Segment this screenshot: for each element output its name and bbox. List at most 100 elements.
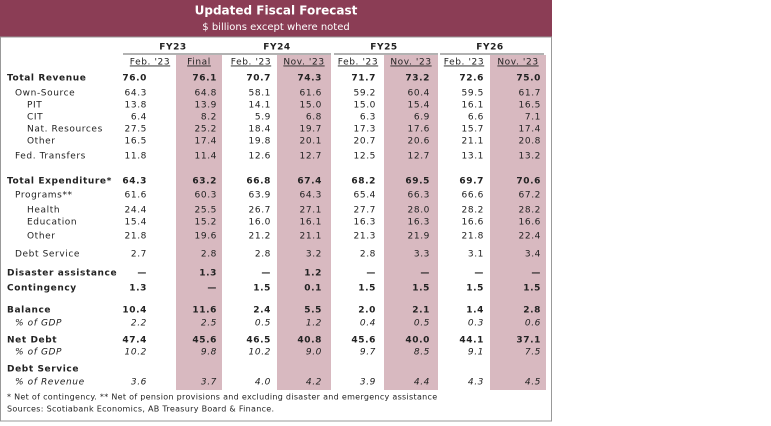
header-bar <box>0 0 552 37</box>
cell: 1.5 <box>523 284 541 294</box>
cell: 4.0 <box>255 378 271 388</box>
cell: 20.7 <box>354 137 376 147</box>
cell: 15.4 <box>408 101 430 111</box>
cell: 0.6 <box>525 319 541 329</box>
cell: 1.2 <box>306 319 322 329</box>
cell: 22.4 <box>519 232 541 242</box>
cell: 26.7 <box>249 206 271 216</box>
cell: 0.1 <box>304 284 322 294</box>
cell: 76.1 <box>192 74 217 84</box>
cell: 11.6 <box>192 306 217 316</box>
row-label: CIT <box>27 113 43 123</box>
cell: 1.3 <box>129 284 147 294</box>
cell: 59.2 <box>354 89 376 99</box>
cell: 17.4 <box>519 125 541 135</box>
shaded-column <box>490 55 546 390</box>
cell: 2.8 <box>201 250 217 260</box>
cell: 4.3 <box>468 378 484 388</box>
cell: 9.1 <box>468 348 484 358</box>
cell: 69.7 <box>459 177 484 187</box>
cell: 21.1 <box>462 137 484 147</box>
year-header: FY25 <box>370 43 398 53</box>
row-label: PIT <box>27 101 42 111</box>
cell: 70.7 <box>246 74 271 84</box>
cell: 64.3 <box>300 191 322 201</box>
cell: 25.5 <box>195 206 217 216</box>
cell: 16.3 <box>354 218 376 228</box>
cell: 9.7 <box>360 348 376 358</box>
cell: 27.5 <box>125 125 147 135</box>
cell: 17.4 <box>195 137 217 147</box>
cell: 6.9 <box>414 113 430 123</box>
year-header: FY24 <box>263 43 291 53</box>
cell: 64.8 <box>195 89 217 99</box>
cell: 28.2 <box>462 206 484 216</box>
cell: 21.8 <box>462 232 484 242</box>
cell: 37.1 <box>516 336 541 346</box>
cell: 64.3 <box>125 89 147 99</box>
cell: 46.5 <box>246 336 271 346</box>
cell: 11.8 <box>125 152 147 162</box>
cell: 61.6 <box>300 89 322 99</box>
cell: 6.3 <box>360 113 376 123</box>
cell: 4.4 <box>414 378 430 388</box>
subtitle: $ billions except where noted <box>202 22 349 33</box>
cell: 60.3 <box>195 191 217 201</box>
cell: — <box>207 284 217 294</box>
row-label: Total Revenue <box>7 74 86 84</box>
cell: 9.0 <box>306 348 322 358</box>
cell: 59.5 <box>462 89 484 99</box>
row-label: Contingency <box>7 284 77 294</box>
cell: 25.2 <box>195 125 217 135</box>
cell: 15.4 <box>125 218 147 228</box>
cell: 61.7 <box>519 89 541 99</box>
cell: 18.4 <box>249 125 271 135</box>
cell: 75.0 <box>516 74 541 84</box>
cell: — <box>531 269 541 279</box>
cell: 16.6 <box>519 218 541 228</box>
cell: 0.5 <box>414 319 430 329</box>
cell: 16.6 <box>462 218 484 228</box>
column-header: Feb. '23 <box>444 58 484 68</box>
row-label: Net Debt <box>7 336 57 346</box>
cell: 15.0 <box>354 101 376 111</box>
cell: 64.3 <box>122 177 147 187</box>
cell: 63.2 <box>192 177 217 187</box>
cell: 15.7 <box>462 125 484 135</box>
column-header: Final <box>187 58 211 68</box>
row-label: Other <box>27 232 56 242</box>
cell: 45.6 <box>351 336 376 346</box>
cell: 13.1 <box>462 152 484 162</box>
cell: 2.8 <box>255 250 271 260</box>
cell: 7.1 <box>525 113 541 123</box>
row-label: Total Expenditure* <box>7 177 112 187</box>
cell: — <box>420 269 430 279</box>
cell: 10.4 <box>122 306 147 316</box>
cell: 2.2 <box>131 319 147 329</box>
column-header: Feb. '23 <box>231 58 271 68</box>
row-label: Debt Service <box>15 250 80 260</box>
cell: 0.5 <box>255 319 271 329</box>
cell: 5.9 <box>255 113 271 123</box>
cell: 12.7 <box>300 152 322 162</box>
column-header: Feb. '23 <box>338 58 378 68</box>
cell: 14.1 <box>249 101 271 111</box>
cell: 3.1 <box>468 250 484 260</box>
cell: 7.5 <box>525 348 541 358</box>
cell: 3.3 <box>414 250 430 260</box>
column-header: Nov. '23 <box>390 58 431 68</box>
cell: 9.8 <box>201 348 217 358</box>
cell: 27.1 <box>300 206 322 216</box>
row-label: % of Revenue <box>15 378 85 388</box>
cell: 3.2 <box>306 250 322 260</box>
column-header: Feb. '23 <box>130 58 170 68</box>
cell: 2.4 <box>253 306 271 316</box>
cell: 74.3 <box>297 74 322 84</box>
cell: 2.8 <box>360 250 376 260</box>
cell: 20.6 <box>408 137 430 147</box>
cell: 66.8 <box>246 177 271 187</box>
title: Updated Fiscal Forecast <box>195 4 358 18</box>
cell: 19.6 <box>195 232 217 242</box>
cell: 15.0 <box>300 101 322 111</box>
table-frame <box>0 36 552 422</box>
